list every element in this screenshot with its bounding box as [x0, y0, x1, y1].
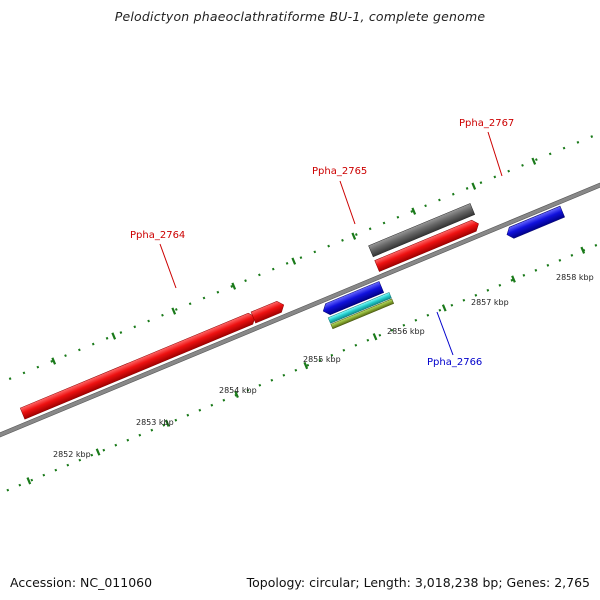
upper-tick-ruler	[0, 134, 596, 398]
label-ppha-2765[interactable]: Ppha_2765	[312, 166, 367, 177]
leader-ppha-2767	[487, 131, 503, 177]
gene-ppha-2766[interactable]	[321, 281, 385, 316]
scale-label-2857: 2857 kbp	[471, 298, 509, 307]
scale-label-2852: 2852 kbp	[53, 450, 91, 459]
gene-ppha-2764[interactable]	[19, 311, 257, 420]
gene-ppha-2767[interactable]	[374, 218, 481, 272]
genome-track	[0, 134, 600, 492]
leader-ppha-2764	[159, 243, 177, 289]
label-ppha-2767[interactable]: Ppha_2767	[459, 118, 514, 129]
scale-label-2858: 2858 kbp	[556, 273, 594, 282]
leader-ppha-2765	[339, 180, 356, 225]
gene-ppha-2765[interactable]	[250, 299, 286, 324]
leader-ppha-2766	[436, 311, 454, 356]
label-ppha-2766[interactable]: Ppha_2766	[427, 357, 482, 368]
cyan-feature[interactable]	[327, 292, 392, 324]
gene-ppha-2768[interactable]	[505, 205, 565, 240]
map-title: Pelodictyon phaeoclathratiforme BU-1, co…	[114, 9, 486, 24]
olive-feature[interactable]	[330, 298, 395, 330]
label-ppha-2764[interactable]: Ppha_2764	[130, 230, 185, 241]
genome-summary-text: Topology: circular; Length: 3,018,238 bp…	[246, 575, 590, 590]
scale-label-2856: 2856 kbp	[387, 327, 425, 336]
gray-gene[interactable]	[368, 203, 476, 258]
accession-text: Accession: NC_011060	[10, 575, 153, 590]
scale-label-2854: 2854 kbp	[219, 386, 257, 395]
scale-label-2853: 2853 kbp	[136, 418, 174, 427]
scale-label-2855: 2855 kbp	[303, 355, 341, 364]
genome-backbone	[0, 177, 600, 443]
